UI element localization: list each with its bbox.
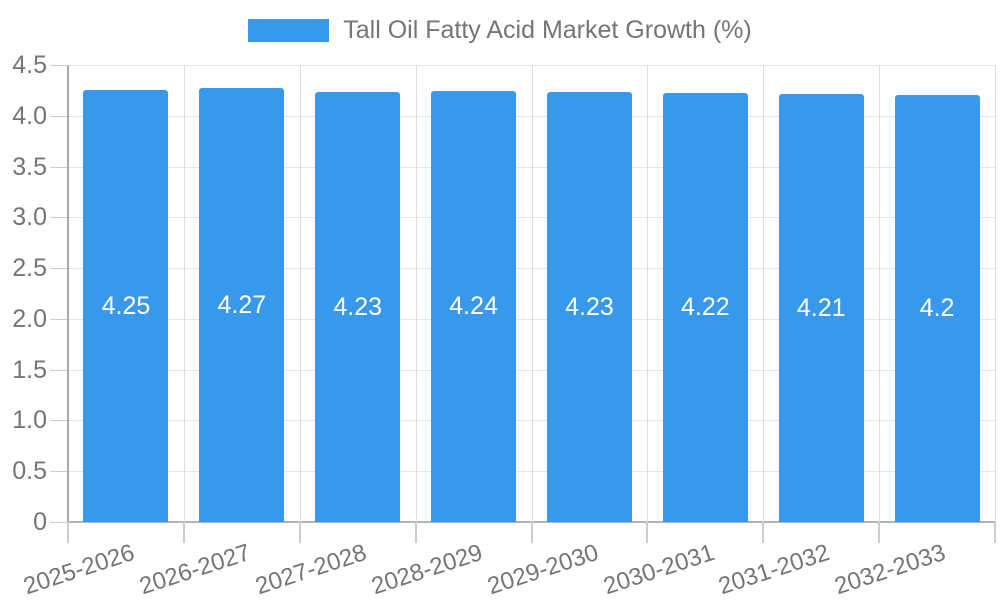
legend[interactable]: Tall Oil Fatty Acid Market Growth (%)	[0, 14, 1000, 46]
bar-2027-2028[interactable]: 4.23	[315, 92, 401, 522]
bar-value-label: 4.2	[919, 294, 955, 323]
y-axis-tick-label: 4.5	[12, 51, 47, 79]
bar-value-label: 4.23	[333, 292, 383, 321]
x-tick	[67, 522, 69, 543]
x-tick	[298, 522, 301, 543]
x-axis-tick-label: 2031-2032	[715, 539, 834, 600]
y-axis-tick-label: 0.5	[12, 457, 47, 486]
y-axis-tick-label: 1.0	[12, 406, 47, 435]
y-tick	[50, 471, 68, 473]
x-tick	[414, 522, 417, 543]
y-tick	[50, 522, 68, 523]
y-axis-tick-label: 3.5	[12, 152, 47, 181]
y-tick	[50, 268, 68, 270]
y-axis-tick-label: 4.0	[12, 101, 47, 130]
v-gridline	[183, 65, 185, 522]
y-tick	[50, 217, 68, 219]
y-axis-tick-label: 3.0	[12, 203, 47, 232]
y-tick	[50, 166, 68, 168]
y-axis-tick-label: 2.0	[12, 304, 47, 333]
bar-2032-2033[interactable]: 4.2	[894, 95, 980, 522]
x-tick	[762, 522, 765, 543]
x-axis-tick-label: 2025-2026	[20, 539, 138, 600]
x-axis-tick-label: 2026-2027	[136, 539, 254, 600]
bar-value-label: 4.23	[565, 292, 614, 321]
y-axis-tick-label: 2.5	[12, 254, 47, 283]
v-gridline	[647, 65, 649, 522]
y-axis-tick-label: 1.5	[12, 355, 47, 384]
v-gridline	[763, 65, 765, 522]
v-gridline	[531, 65, 533, 522]
legend-swatch	[248, 18, 330, 42]
x-axis-tick-label: 2027-2028	[252, 539, 370, 600]
bar-value-label: 4.25	[101, 291, 151, 320]
bar-value-label: 4.24	[449, 292, 498, 321]
x-tick	[878, 522, 881, 543]
y-tick	[50, 115, 68, 117]
y-tick	[50, 369, 68, 371]
x-axis-tick-label: 2032-2033	[831, 539, 950, 600]
bar-2025-2026[interactable]: 4.25	[83, 90, 169, 522]
bar-2030-2031[interactable]: 4.22	[662, 93, 748, 522]
y-axis-tick-label: 0	[33, 508, 47, 536]
x-tick	[646, 522, 649, 543]
v-gridline	[879, 65, 881, 522]
bar-2026-2027[interactable]: 4.27	[199, 88, 285, 522]
legend-label: Tall Oil Fatty Acid Market Growth (%)	[343, 15, 752, 44]
y-axis-line	[67, 65, 69, 543]
x-axis-tick-label: 2028-2029	[368, 539, 486, 600]
x-axis-tick-label: 2030-2031	[599, 539, 718, 600]
y-tick	[50, 420, 68, 422]
x-axis-tick-label: 2029-2030	[483, 539, 602, 600]
bar-value-label: 4.27	[217, 290, 267, 319]
x-tick	[182, 522, 185, 543]
y-tick	[50, 65, 68, 66]
v-gridline	[415, 65, 417, 522]
bar-value-label: 4.22	[680, 293, 730, 322]
x-tick	[530, 522, 533, 543]
bar-2029-2030[interactable]: 4.23	[546, 92, 632, 522]
bar-2028-2029[interactable]: 4.24	[431, 91, 517, 522]
y-tick	[50, 318, 68, 320]
v-gridline	[299, 65, 301, 522]
bar-value-label: 4.21	[796, 293, 846, 322]
bar-2031-2032[interactable]: 4.21	[778, 94, 864, 522]
x-tick	[994, 522, 996, 543]
v-gridline	[995, 65, 996, 522]
